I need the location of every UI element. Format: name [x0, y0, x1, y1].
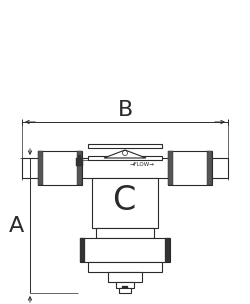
Text: A: A	[8, 216, 24, 236]
Bar	[207, 151, 212, 185]
Bar	[165, 238, 170, 262]
Bar	[168, 151, 173, 185]
Bar	[96, 228, 154, 238]
Bar	[22, 158, 228, 178]
Polygon shape	[104, 150, 146, 158]
Text: C: C	[112, 184, 136, 216]
Bar	[108, 272, 142, 282]
Bar	[88, 156, 162, 160]
Bar	[88, 144, 162, 148]
Bar	[88, 262, 162, 272]
Bar	[80, 238, 170, 262]
Bar	[116, 282, 134, 288]
Bar	[77, 151, 82, 185]
Bar	[122, 286, 128, 288]
Bar	[38, 151, 82, 185]
Bar	[76, 158, 83, 166]
Bar	[78, 155, 81, 158]
Bar	[119, 288, 131, 293]
Bar	[168, 151, 212, 185]
Bar	[80, 238, 85, 262]
Bar	[38, 151, 43, 185]
Text: →FLOW→: →FLOW→	[130, 161, 154, 167]
Text: B: B	[118, 100, 132, 120]
Bar	[92, 178, 158, 228]
